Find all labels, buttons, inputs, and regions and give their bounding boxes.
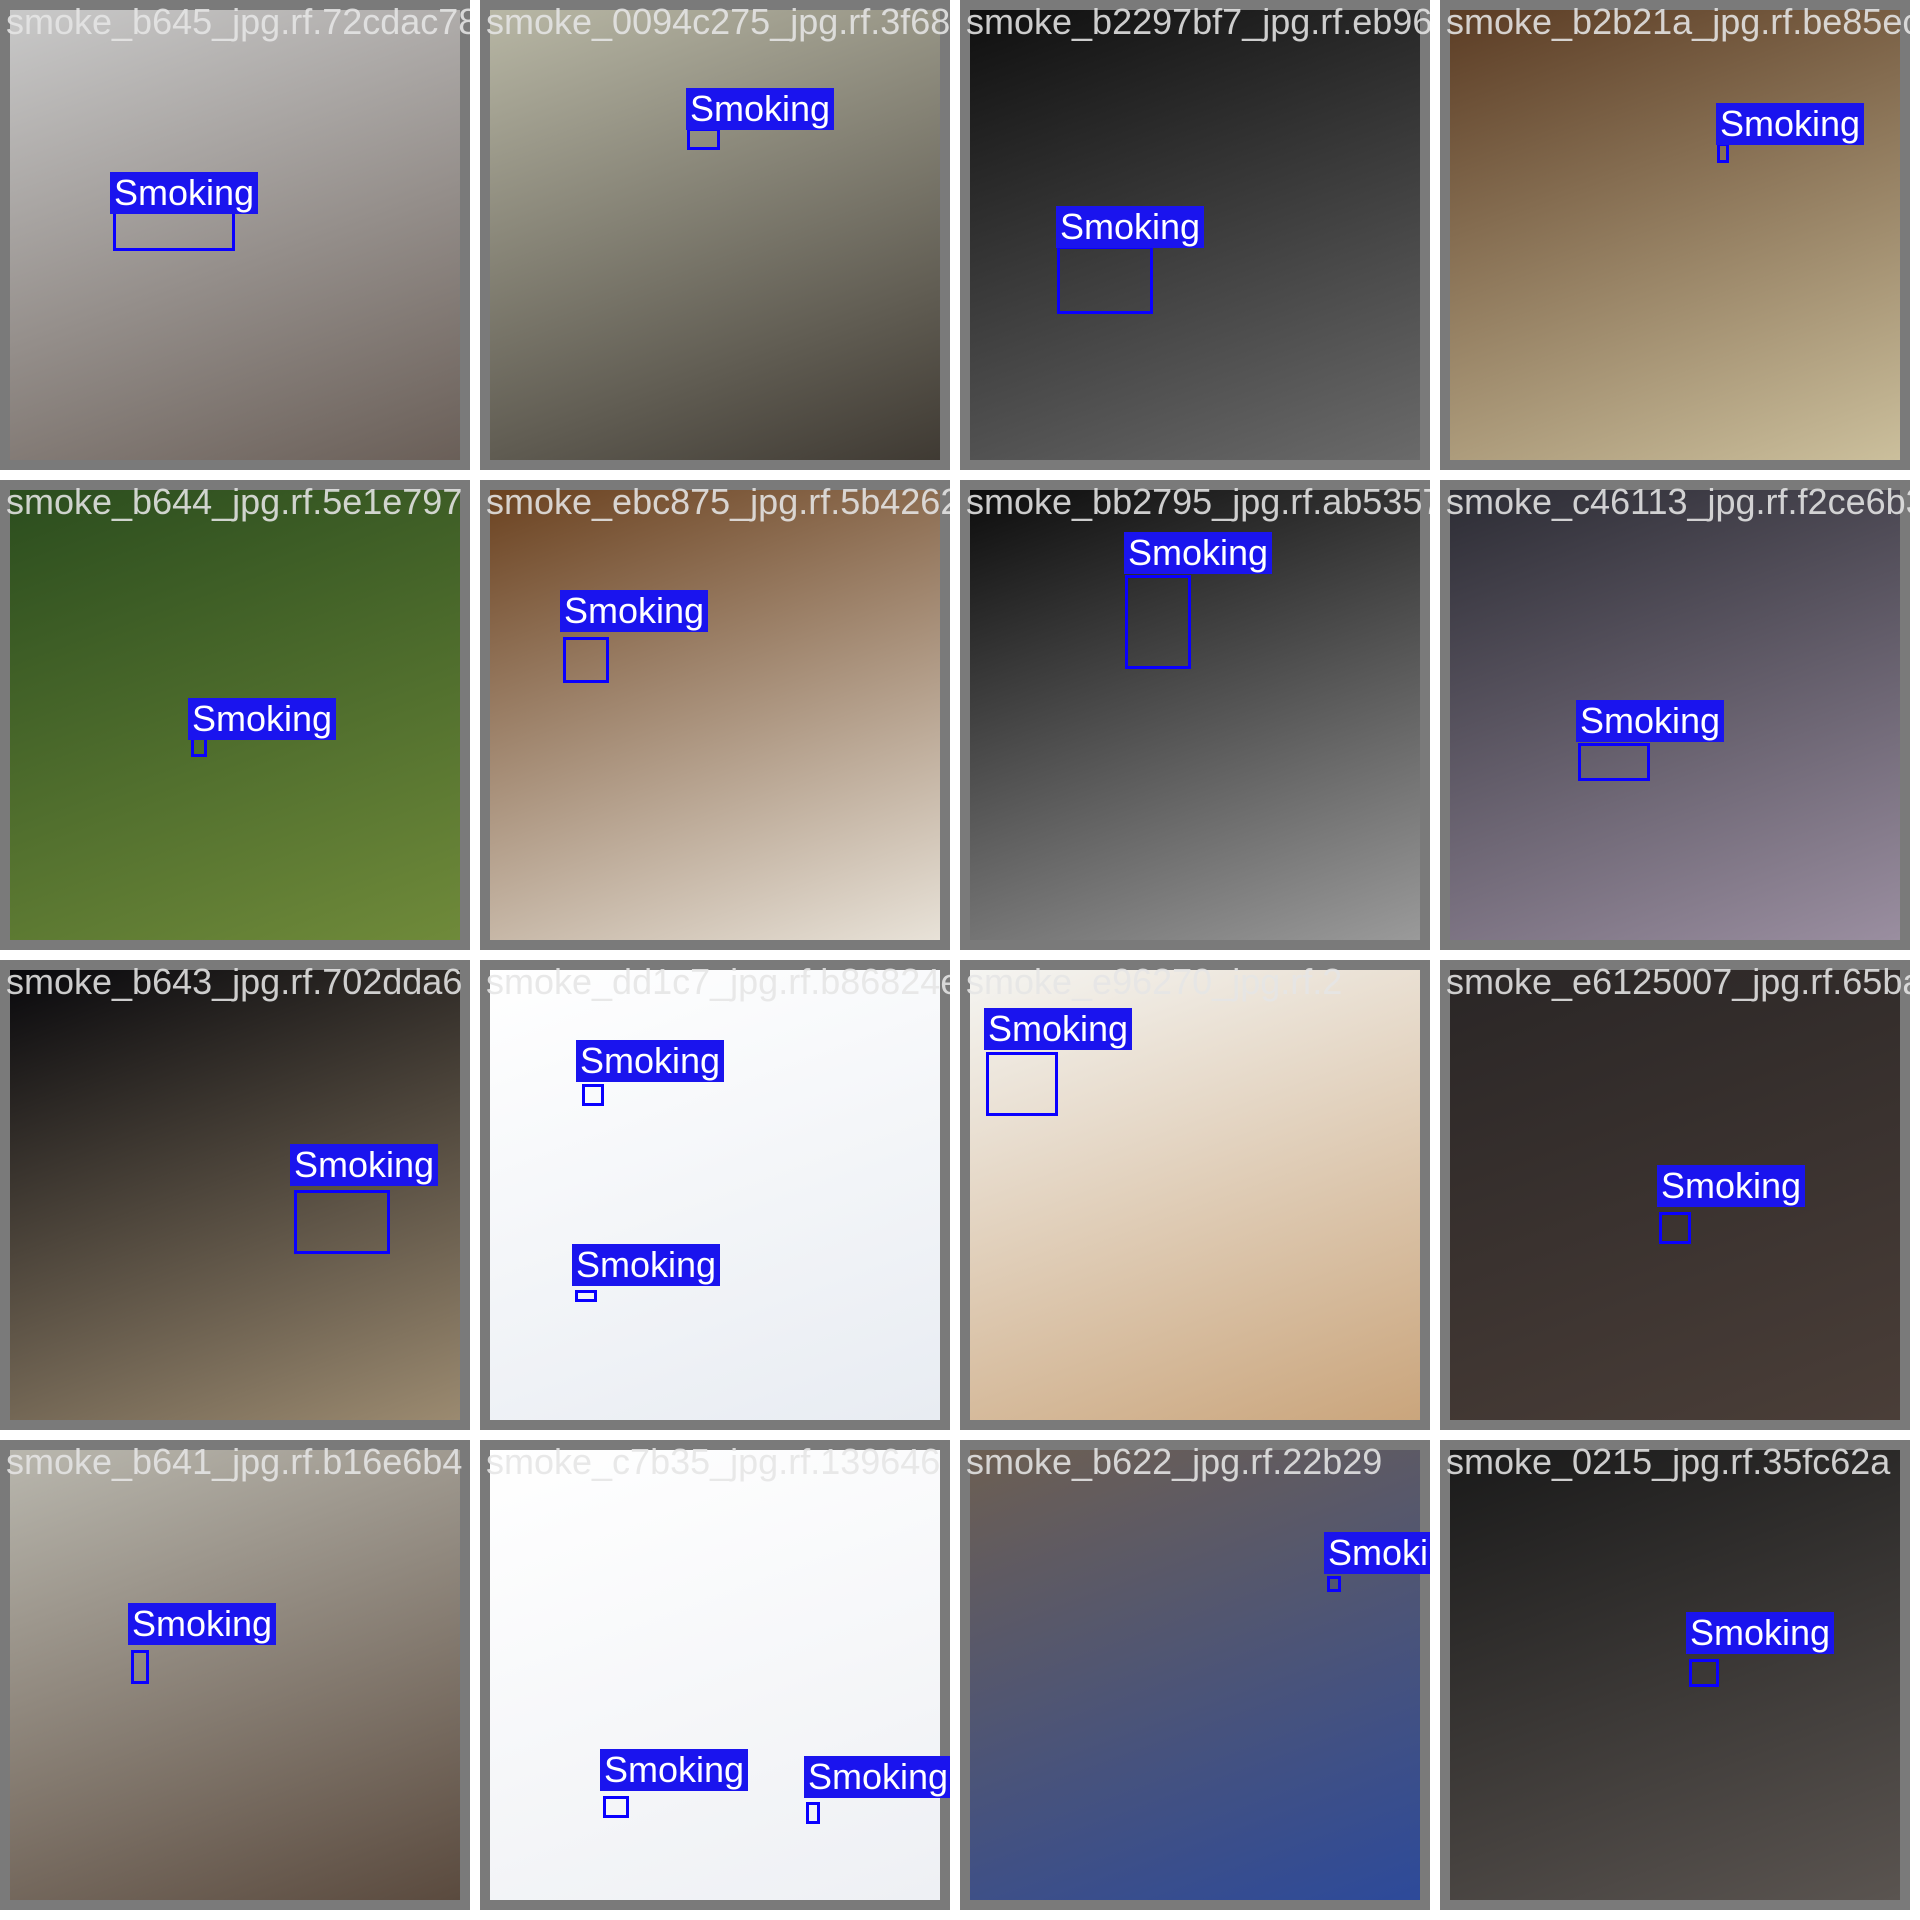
detection-label: Smoking — [686, 88, 834, 130]
image-filename: smoke_ebc875_jpg.rf.5b42626 — [486, 482, 950, 522]
image-tile[interactable]: smoke_e6125007_jpg.rf.65ba471 Smoking — [1440, 960, 1910, 1430]
detection-label: Smoking — [1686, 1612, 1834, 1654]
bounding-box[interactable] — [1717, 143, 1729, 163]
bounding-box[interactable] — [1057, 246, 1153, 314]
bounding-box[interactable] — [603, 1796, 629, 1818]
image-filename: smoke_b622_jpg.rf.22b29 — [966, 1442, 1382, 1482]
bounding-box[interactable] — [1125, 575, 1191, 669]
image-filename: smoke_b644_jpg.rf.5e1e797 — [6, 482, 462, 522]
photo — [10, 10, 460, 460]
photo — [1450, 10, 1900, 460]
image-tile[interactable]: smoke_b622_jpg.rf.22b29 Smoking — [960, 1440, 1430, 1910]
image-filename: smoke_0094c275_jpg.rf.3f68ccb9 — [486, 2, 950, 42]
image-filename: smoke_b645_jpg.rf.72cdac78 — [6, 2, 470, 42]
detection-label: Smoking — [290, 1144, 438, 1186]
bounding-box[interactable] — [131, 1650, 149, 1684]
bounding-box[interactable] — [582, 1084, 604, 1106]
detection-label: Smoking — [1657, 1165, 1805, 1207]
image-filename: smoke_bb2795_jpg.rf.ab535732 — [966, 482, 1430, 522]
image-tile[interactable]: smoke_b2b21a_jpg.rf.be85ec7 Smoking — [1440, 0, 1910, 470]
image-tile[interactable]: smoke_dd1c7_jpg.rf.b86824e Smoking Smoki… — [480, 960, 950, 1430]
image-tile[interactable]: smoke_0215_jpg.rf.35fc62a Smoking — [1440, 1440, 1910, 1910]
detection-label: Smoking — [188, 698, 336, 740]
image-filename: smoke_c46113_jpg.rf.f2ce6b3f2 — [1446, 482, 1910, 522]
detection-label: Smoking — [1124, 532, 1272, 574]
image-tile[interactable]: smoke_bb2795_jpg.rf.ab535732 Smoking — [960, 480, 1430, 950]
detection-label: Smoking — [576, 1040, 724, 1082]
image-tile[interactable]: smoke_e96270_jpg.rf.2 Smoking — [960, 960, 1430, 1430]
photo — [490, 970, 940, 1420]
bounding-box[interactable] — [1327, 1576, 1341, 1592]
bounding-box[interactable] — [575, 1290, 597, 1302]
image-filename: smoke_dd1c7_jpg.rf.b86824e — [486, 962, 950, 1002]
bounding-box[interactable] — [687, 128, 720, 150]
photo — [970, 1450, 1420, 1900]
detection-label: Smoking — [1056, 206, 1204, 248]
bounding-box[interactable] — [294, 1190, 390, 1254]
detection-label: Smoking — [600, 1749, 748, 1791]
bounding-box[interactable] — [191, 737, 207, 757]
bounding-box[interactable] — [806, 1802, 820, 1824]
image-tile[interactable]: smoke_ebc875_jpg.rf.5b42626 Smoking — [480, 480, 950, 950]
bounding-box[interactable] — [113, 211, 235, 251]
bounding-box[interactable] — [1659, 1212, 1691, 1244]
detection-label: Smoking — [560, 590, 708, 632]
image-tile[interactable]: smoke_b644_jpg.rf.5e1e797 Smoking — [0, 480, 470, 950]
photo — [1450, 1450, 1900, 1900]
photo — [10, 1450, 460, 1900]
image-filename: smoke_b643_jpg.rf.702dda6 — [6, 962, 462, 1002]
detection-label: Smoking — [1716, 103, 1864, 145]
image-tile[interactable]: smoke_b2297bf7_jpg.rf.eb9654a37 Smoking — [960, 0, 1430, 470]
bounding-box[interactable] — [1689, 1659, 1719, 1687]
detection-label: Smoking — [1324, 1532, 1430, 1574]
image-filename: smoke_b2b21a_jpg.rf.be85ec7 — [1446, 2, 1910, 42]
detection-label: Smoking — [572, 1244, 720, 1286]
detection-label: Smoking — [1576, 700, 1724, 742]
photo — [490, 490, 940, 940]
detection-label: Smoking — [984, 1008, 1132, 1050]
detection-label: Smoking — [804, 1756, 950, 1798]
image-filename: smoke_b641_jpg.rf.b16e6b4 — [6, 1442, 462, 1482]
image-tile[interactable]: smoke_b645_jpg.rf.72cdac78 Smoking — [0, 0, 470, 470]
bounding-box[interactable] — [986, 1052, 1058, 1116]
image-filename: smoke_b2297bf7_jpg.rf.eb9654a37 — [966, 2, 1430, 42]
image-tile[interactable]: smoke_0094c275_jpg.rf.3f68ccb9 Smoking — [480, 0, 950, 470]
photo — [10, 970, 460, 1420]
image-filename: smoke_c7b35_jpg.rf.139646 — [486, 1442, 940, 1482]
bounding-box[interactable] — [1578, 743, 1650, 781]
image-tile[interactable]: smoke_c46113_jpg.rf.f2ce6b3f2 Smoking — [1440, 480, 1910, 950]
photo — [490, 1450, 940, 1900]
detection-label: Smoking — [128, 1603, 276, 1645]
image-tile[interactable]: smoke_b643_jpg.rf.702dda6 Smoking — [0, 960, 470, 1430]
image-tile[interactable]: smoke_c7b35_jpg.rf.139646 Smoking Smokin… — [480, 1440, 950, 1910]
photo — [490, 10, 940, 460]
image-filename: smoke_e96270_jpg.rf.2 — [966, 962, 1342, 1002]
bounding-box[interactable] — [563, 637, 609, 683]
image-tile[interactable]: smoke_b641_jpg.rf.b16e6b4 Smoking — [0, 1440, 470, 1910]
image-filename: smoke_e6125007_jpg.rf.65ba471 — [1446, 962, 1910, 1002]
detection-label: Smoking — [110, 172, 258, 214]
image-filename: smoke_0215_jpg.rf.35fc62a — [1446, 1442, 1890, 1482]
